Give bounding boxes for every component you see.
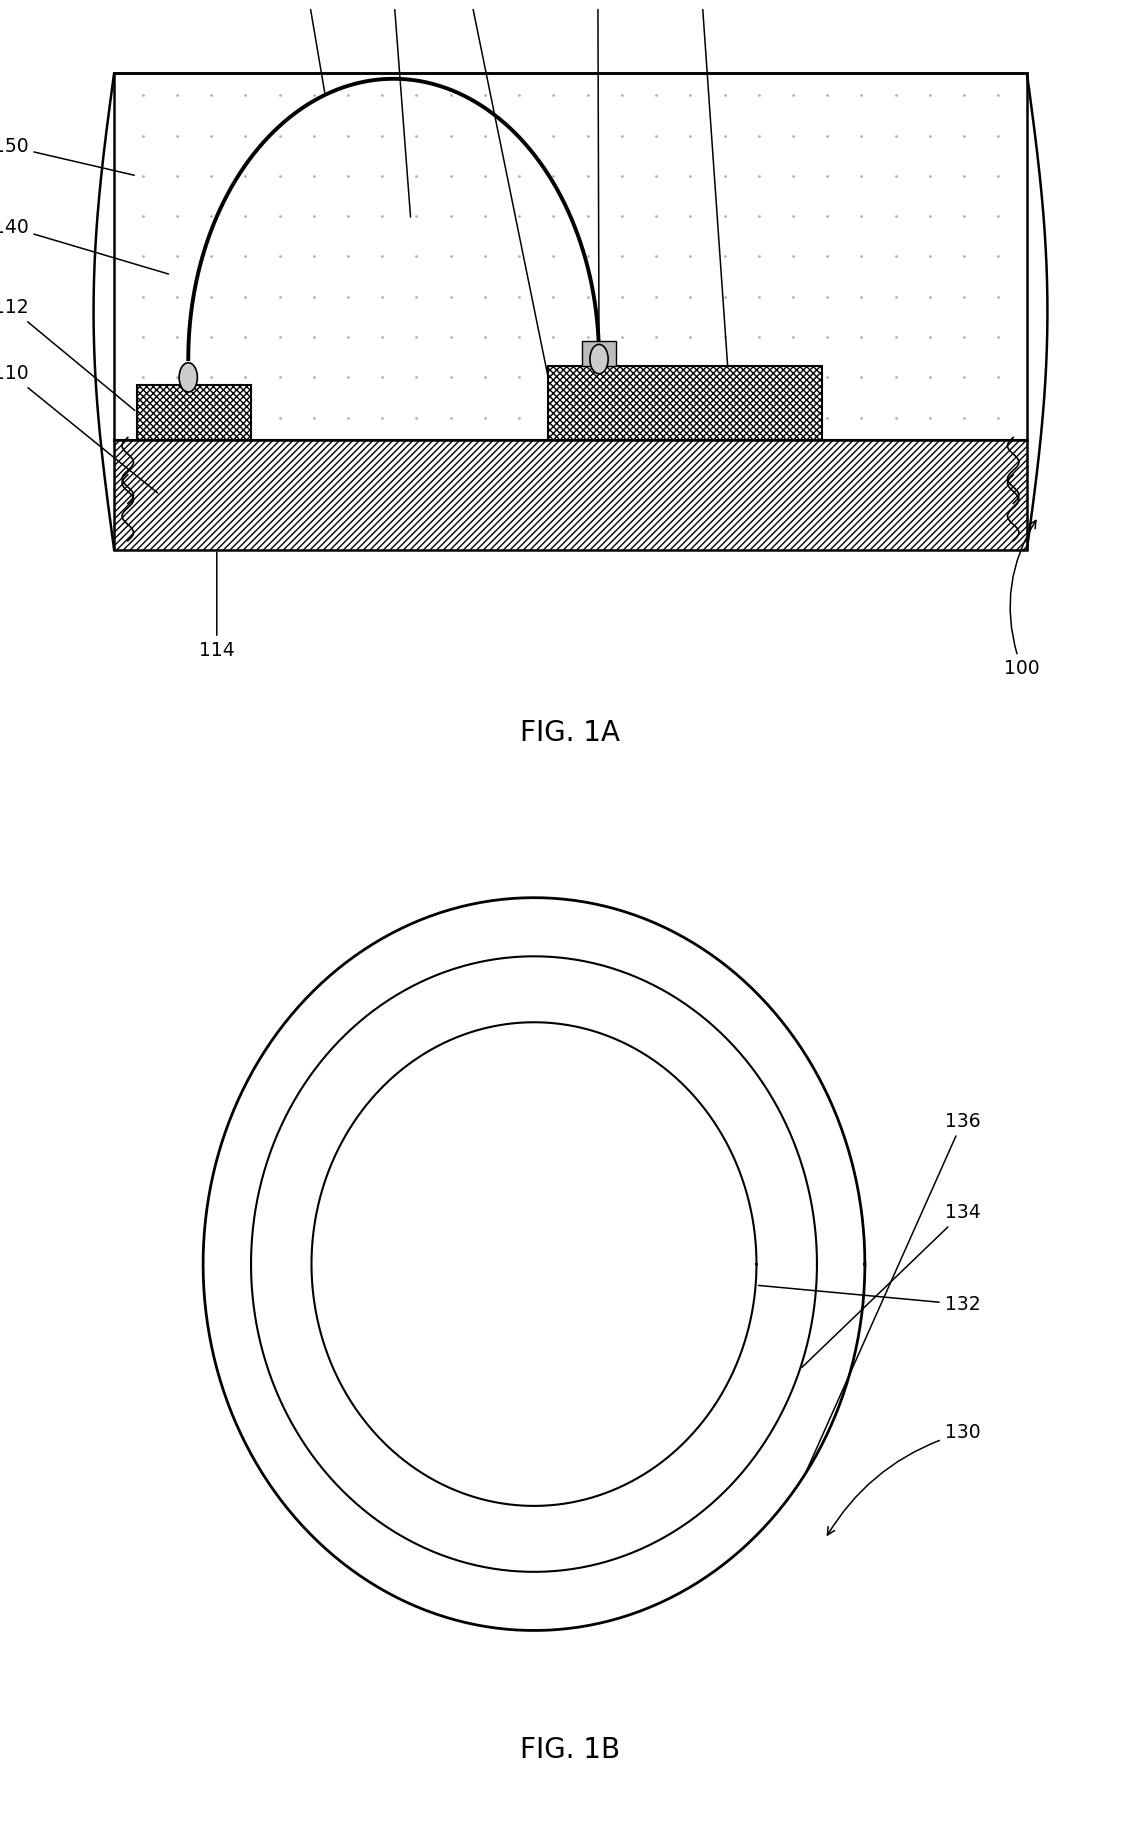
- Text: FIG. 1B: FIG. 1B: [520, 1735, 621, 1764]
- Text: 140: 140: [375, 0, 412, 216]
- Text: 150: 150: [0, 137, 135, 176]
- Text: 130: 130: [827, 1423, 980, 1535]
- Text: 114: 114: [199, 553, 235, 660]
- Circle shape: [590, 344, 608, 374]
- Text: 122: 122: [580, 0, 616, 341]
- Circle shape: [179, 363, 197, 392]
- Text: 136: 136: [807, 1112, 980, 1471]
- Text: 132: 132: [759, 1286, 980, 1314]
- Text: 130: 130: [290, 0, 326, 93]
- Bar: [548, 366, 822, 440]
- Text: 112: 112: [0, 299, 135, 410]
- Text: 100: 100: [1004, 520, 1039, 678]
- Text: 134: 134: [802, 1204, 980, 1367]
- Bar: [137, 385, 251, 440]
- Text: 120: 120: [683, 0, 730, 399]
- Text: 110: 110: [0, 365, 157, 493]
- Text: FIG. 1A: FIG. 1A: [520, 718, 621, 747]
- Bar: [582, 341, 616, 366]
- Text: 140: 140: [0, 218, 169, 275]
- Bar: [114, 440, 1027, 550]
- Bar: [114, 73, 1027, 440]
- Text: 124: 124: [452, 0, 553, 401]
